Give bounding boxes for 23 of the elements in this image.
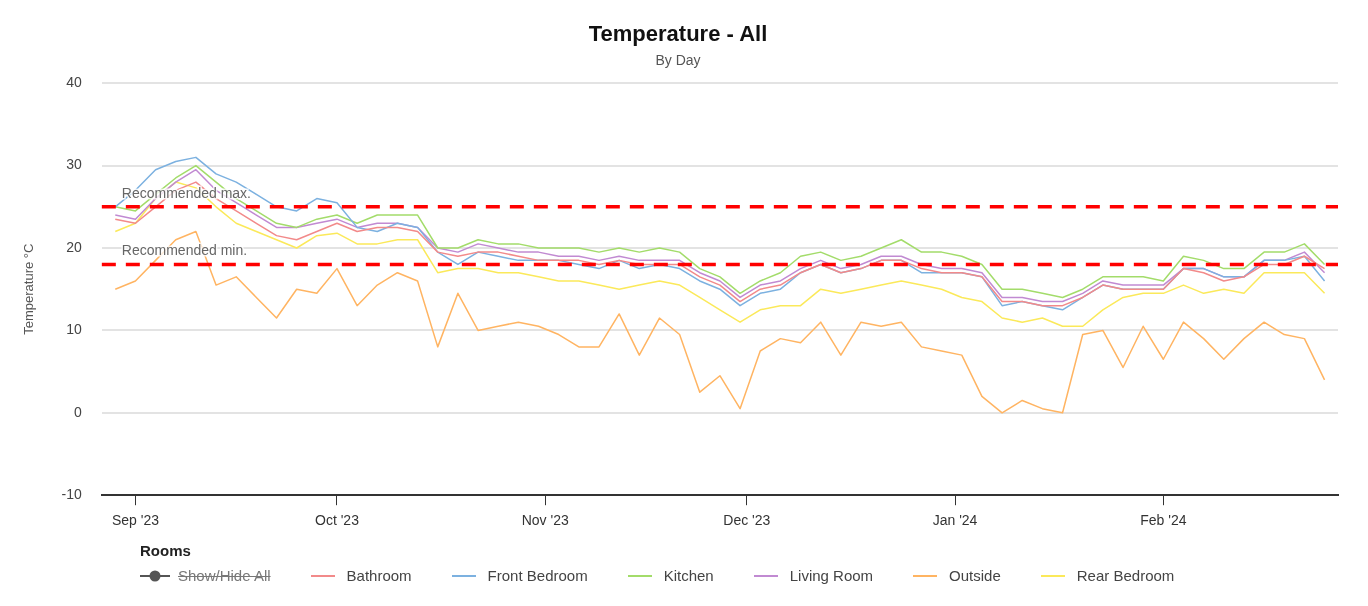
legend-label: Kitchen bbox=[663, 567, 714, 584]
x-tick-label: Feb '24 bbox=[1140, 512, 1187, 529]
x-tick-label: Oct '23 bbox=[315, 512, 360, 529]
legend-title: Rooms bbox=[140, 542, 192, 559]
y-tick-label: 30 bbox=[66, 156, 83, 173]
x-tick-label: Nov '23 bbox=[521, 512, 569, 529]
x-tick-label: Dec '23 bbox=[723, 512, 771, 529]
legend-label: Front Bedroom bbox=[487, 567, 588, 584]
x-tick-label: Sep '23 bbox=[111, 512, 160, 529]
x-tick-label: Jan '24 bbox=[932, 512, 978, 529]
chart-subtitle: By Day bbox=[655, 51, 701, 68]
y-axis-title: Temperature °C bbox=[21, 243, 37, 335]
legend-label: Rear Bedroom bbox=[1076, 567, 1175, 584]
y-tick-label: 0 bbox=[74, 403, 83, 420]
text: Show/Hide All bbox=[178, 567, 271, 584]
legend-label: Living Room bbox=[789, 567, 874, 584]
chart-title: Temperature - All bbox=[588, 21, 768, 47]
y-tick-label: 20 bbox=[66, 238, 83, 255]
y-tick-label: 10 bbox=[66, 321, 83, 338]
y-tick-label: 40 bbox=[66, 74, 83, 91]
legend-label: Bathroom bbox=[346, 567, 412, 584]
legend-label: Outside bbox=[949, 567, 1001, 584]
y-tick-label: -10 bbox=[61, 486, 83, 503]
